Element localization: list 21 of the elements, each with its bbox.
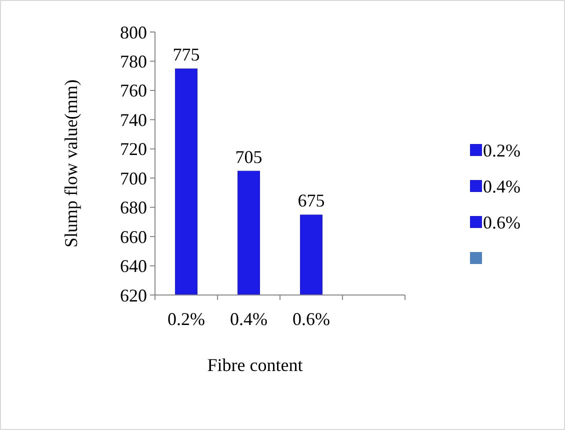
legend-label: 0.2% xyxy=(483,140,520,160)
x-axis-title: Fibre content xyxy=(207,355,303,375)
x-tick-label: 0.2% xyxy=(168,309,205,329)
y-tick-label: 800 xyxy=(120,22,147,42)
y-tick-label: 720 xyxy=(120,139,147,160)
data-label: 775 xyxy=(172,44,200,65)
y-tick-label: 700 xyxy=(120,168,147,188)
x-tick-label: 0.4% xyxy=(230,309,268,329)
y-tick-label: 660 xyxy=(120,226,147,247)
y-tick-label: 640 xyxy=(120,256,147,276)
y-tick-label: 620 xyxy=(120,285,147,306)
x-tick-label: 0.6% xyxy=(292,309,330,329)
y-tick-label: 680 xyxy=(120,198,147,218)
data-label: 705 xyxy=(235,146,262,167)
legend-label: 0.6% xyxy=(483,212,520,232)
legend-label: 0.4% xyxy=(483,176,520,196)
y-axis-title: Slump flow value(mm) xyxy=(61,80,81,248)
data-label: 675 xyxy=(298,190,325,211)
y-tick-label: 760 xyxy=(120,80,147,101)
y-tick-label: 780 xyxy=(120,52,147,72)
y-tick-label: 740 xyxy=(120,110,147,130)
